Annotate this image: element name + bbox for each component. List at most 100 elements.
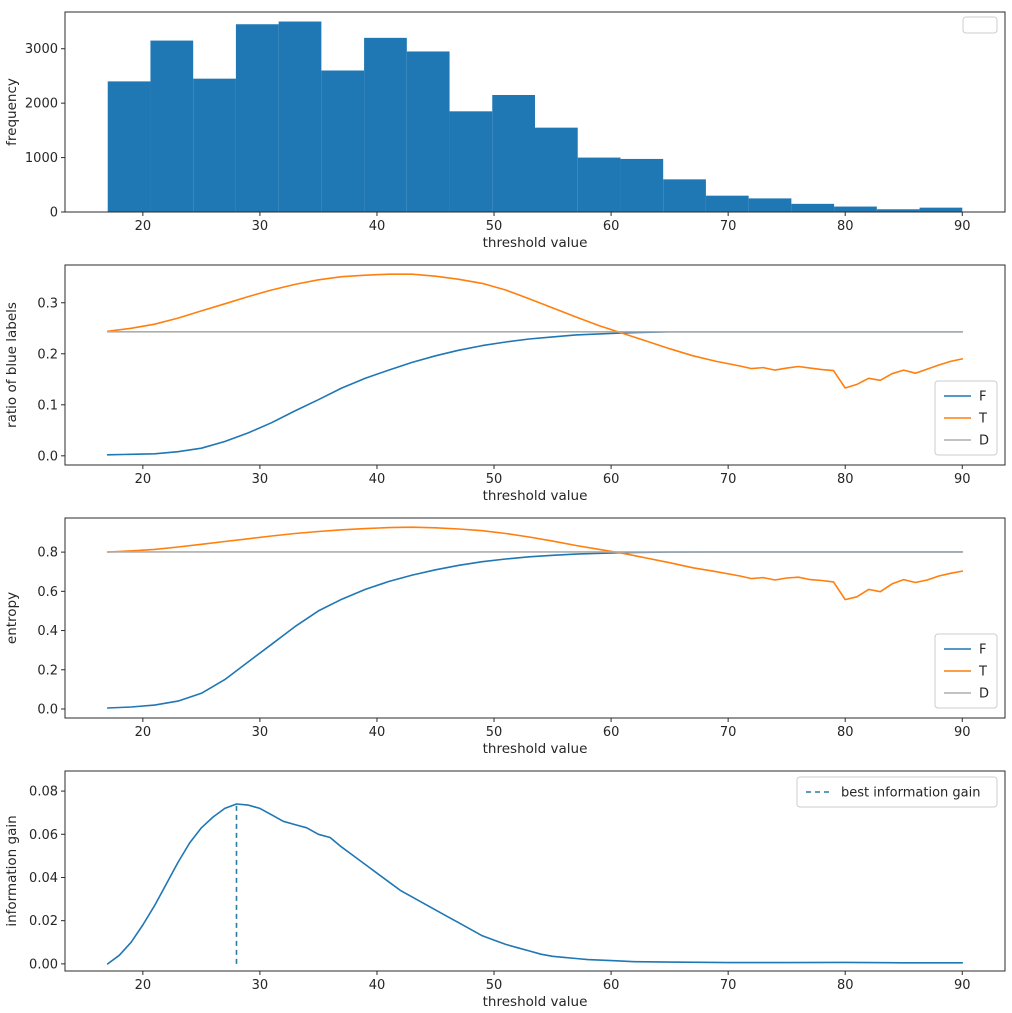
histogram-panel: 20 30 40 50 60 70 80 90 0 1000 2000 3000 threshold v…: [4, 11, 1006, 251]
legend: best information gain: [796, 776, 998, 808]
x-tick-label: 30: [252, 219, 269, 234]
histogram-bar: [705, 195, 749, 212]
x-tick-label: 80: [837, 725, 854, 740]
y-ticks: 0.0 0.2 0.4 0.6 0.8: [37, 546, 65, 717]
histogram-bar: [620, 158, 664, 212]
legend-label: best information gain: [841, 786, 980, 801]
x-tick-label: 50: [486, 725, 503, 740]
histogram-bar: [449, 111, 493, 212]
x-tick-label: 50: [486, 219, 503, 234]
plot-frame: [64, 11, 1006, 213]
ratio-panel: 20 30 40 50 60 70 80 90 0.0 0.1 0.2 0.3 threshold va…: [4, 264, 1006, 504]
y-tick-label: 2000: [25, 97, 58, 112]
y-tick-label: 0.0: [37, 702, 58, 717]
x-tick-label: 20: [135, 978, 152, 993]
x-tick-label: 40: [369, 219, 386, 234]
y-tick-label: 0.3: [37, 296, 58, 311]
x-tick-label: 90: [954, 725, 971, 740]
y-axis-label: entropy: [4, 592, 20, 644]
y-tick-label: 0.0: [37, 449, 58, 464]
histogram-bar: [492, 94, 535, 212]
series-information-gain: [106, 803, 964, 965]
legend-label: D: [979, 687, 989, 702]
histogram-bar: [876, 209, 920, 212]
x-tick-label: 50: [486, 472, 503, 487]
x-tick-label: 20: [135, 472, 152, 487]
y-tick-label: 0.2: [37, 347, 58, 362]
legend: FTD: [934, 380, 998, 456]
x-tick-label: 60: [603, 219, 620, 234]
x-tick-label: 70: [720, 978, 737, 993]
y-tick-label: 0.2: [37, 663, 58, 678]
x-tick-label: 50: [486, 978, 503, 993]
y-tick-label: 0.02: [29, 914, 58, 929]
x-axis-label: threshold value: [483, 741, 588, 757]
x-ticks: 20 30 40 50 60 70 80 90: [135, 212, 971, 234]
legend-label: D: [979, 434, 989, 449]
y-ticks: 0.0 0.1 0.2 0.3: [37, 296, 65, 464]
legend-label: F: [979, 643, 986, 658]
y-tick-label: 0: [50, 206, 58, 221]
x-tick-label: 80: [837, 472, 854, 487]
x-ticks: 20 30 40 50 60 70 80 90: [135, 465, 971, 487]
x-tick-label: 60: [603, 978, 620, 993]
x-tick-label: 60: [603, 725, 620, 740]
x-ticks: 20 30 40 50 60 70 80 90: [135, 718, 971, 740]
y-ticks: 0.00 0.02 0.04 0.06 0.08: [29, 785, 65, 972]
series-F: [106, 331, 964, 456]
y-tick-label: 0.1: [37, 398, 58, 413]
x-tick-label: 20: [135, 725, 152, 740]
histogram-bar: [235, 24, 279, 212]
series-F: [106, 551, 964, 709]
x-tick-label: 30: [252, 725, 269, 740]
x-tick-label: 30: [252, 978, 269, 993]
plot-frame: [64, 264, 1006, 466]
x-tick-label: 90: [954, 978, 971, 993]
histogram-bar: [577, 157, 621, 212]
x-tick-label: 70: [720, 725, 737, 740]
x-tick-label: 80: [837, 978, 854, 993]
histogram-bar: [834, 206, 877, 212]
histogram-bar: [535, 127, 578, 212]
histogram-bar: [321, 70, 365, 212]
y-tick-label: 1000: [25, 151, 58, 166]
y-tick-label: 0.8: [37, 546, 58, 561]
plot-frame: [64, 770, 1006, 972]
y-tick-label: 0.06: [29, 828, 58, 843]
y-tick-label: 0.6: [37, 585, 58, 600]
x-tick-label: 30: [252, 472, 269, 487]
y-tick-label: 0.08: [29, 785, 58, 800]
x-axis-label: threshold value: [483, 488, 588, 504]
plot-frame: [64, 517, 1006, 719]
x-axis-label: threshold value: [483, 235, 588, 251]
series-T: [106, 526, 964, 601]
x-tick-label: 70: [720, 472, 737, 487]
histogram-bar: [107, 81, 151, 212]
histogram-bar: [364, 37, 407, 212]
histogram-bar: [791, 203, 835, 212]
x-tick-label: 80: [837, 219, 854, 234]
x-tick-label: 90: [954, 472, 971, 487]
x-tick-label: 40: [369, 725, 386, 740]
legend-label: T: [978, 665, 987, 680]
legend: FTD: [934, 633, 998, 709]
y-tick-label: 0.04: [29, 871, 58, 886]
entropy-panel: 20 30 40 50 60 70 80 90 0.0 0.2 0.4 0.6 0.8 threshold…: [4, 517, 1006, 757]
x-ticks: 20 30 40 50 60 70 80 90: [135, 971, 971, 993]
x-tick-label: 40: [369, 978, 386, 993]
y-tick-label: 0.4: [37, 624, 58, 639]
y-tick-label: 0.00: [29, 957, 58, 972]
histogram-bars: [107, 21, 963, 213]
x-tick-label: 90: [954, 219, 971, 234]
y-axis-label: ratio of blue labels: [4, 302, 20, 428]
y-tick-label: 3000: [25, 42, 58, 57]
legend-label: T: [978, 412, 987, 427]
x-tick-label: 70: [720, 219, 737, 234]
histogram-bar: [663, 179, 706, 212]
histogram-bar: [193, 78, 236, 212]
legend-label: F: [979, 390, 986, 405]
y-axis-label: frequency: [4, 78, 20, 146]
series-T: [106, 273, 964, 389]
x-tick-label: 20: [135, 219, 152, 234]
